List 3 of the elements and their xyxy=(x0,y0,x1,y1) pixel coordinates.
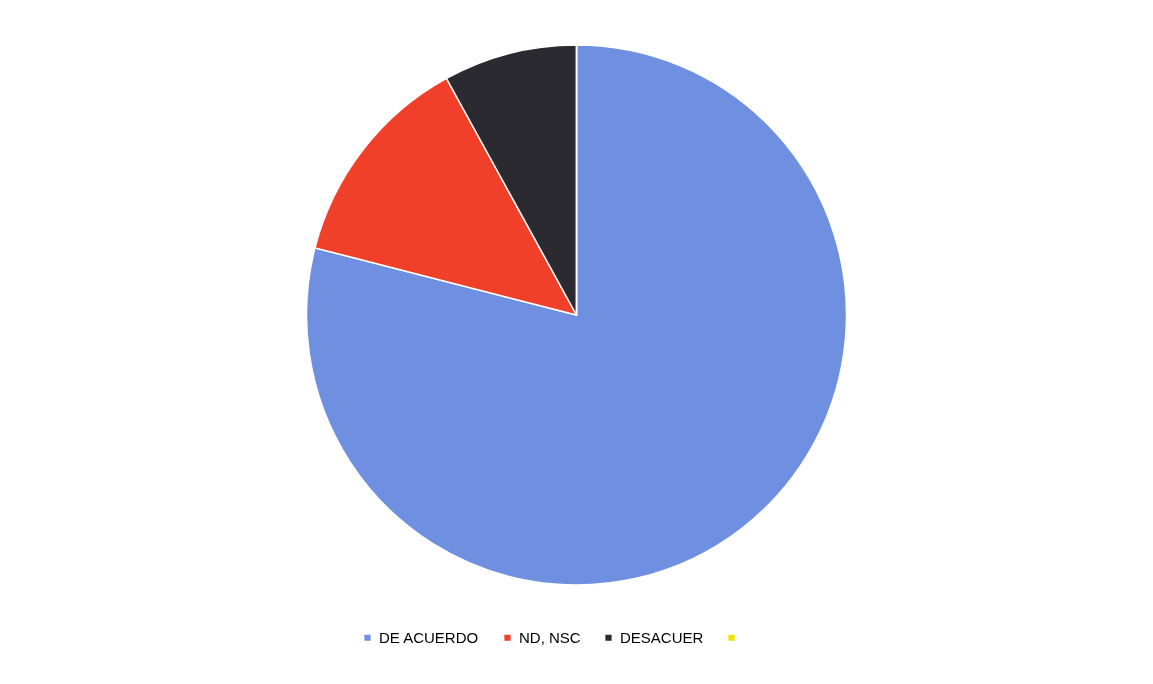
legend-label: DESACUER xyxy=(620,628,704,646)
legend-label: ND, NSC xyxy=(519,628,581,646)
legend-label: DE ACUERDO xyxy=(379,628,479,646)
